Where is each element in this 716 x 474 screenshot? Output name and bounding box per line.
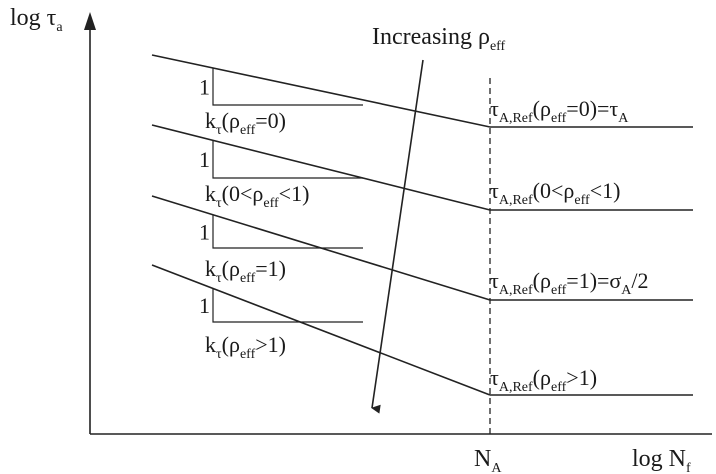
slope-triangle [212, 214, 363, 249]
slope-label: kτ(0<ρeff<1) [205, 181, 309, 211]
slope-triangle [212, 67, 363, 106]
knee-label: NA [474, 446, 502, 474]
slope-rise-label: 1 [199, 147, 210, 172]
x-axis-label: log Nf [632, 446, 691, 474]
increasing-rho-arrow [371, 59, 424, 414]
sn-curve-4: 1 kτ(ρeff>1) τA,Ref(ρeff>1) [151, 264, 693, 396]
slope-rise-label: 1 [199, 293, 210, 318]
reference-strength-label: τA,Ref(ρeff=1)=σA/2 [490, 268, 649, 298]
sn-curve-3: 1 kτ(ρeff=1) τA,Ref(ρeff=1)=σA/2 [151, 195, 693, 301]
reference-strength-label: τA,Ref(0<ρeff<1) [490, 178, 620, 208]
slope-rise-label: 1 [199, 219, 210, 244]
y-axis-label: log τa [10, 5, 63, 35]
slope-rise-label: 1 [199, 74, 210, 99]
slope-label: kτ(ρeff=1) [205, 256, 286, 286]
axes [84, 12, 712, 435]
slope-label: kτ(ρeff>1) [205, 332, 286, 362]
slope-label: kτ(ρeff=0) [205, 108, 286, 138]
sn-curves: 1 kτ(ρeff=0) τA,Ref(ρeff=0)=τA 1 kτ(0<ρeff<1… [151, 54, 693, 396]
reference-strength-label: τA,Ref(ρeff>1) [490, 365, 597, 395]
increasing-rho-label: Increasing ρeff [372, 24, 506, 54]
reference-strength-label: τA,Ref(ρeff=0)=τA [490, 96, 629, 126]
sloped-segment [151, 124, 491, 211]
sn-curve-2: 1 kτ(0<ρeff<1) τA,Ref(0<ρeff<1) [151, 124, 693, 211]
sn-curve-1: 1 kτ(ρeff=0) τA,Ref(ρeff=0)=τA [151, 54, 693, 138]
slope-triangle [212, 140, 363, 179]
sloped-segment [151, 54, 491, 128]
y-axis-arrow-icon [84, 12, 96, 30]
sloped-segment [151, 264, 491, 396]
slope-triangle [212, 288, 363, 323]
